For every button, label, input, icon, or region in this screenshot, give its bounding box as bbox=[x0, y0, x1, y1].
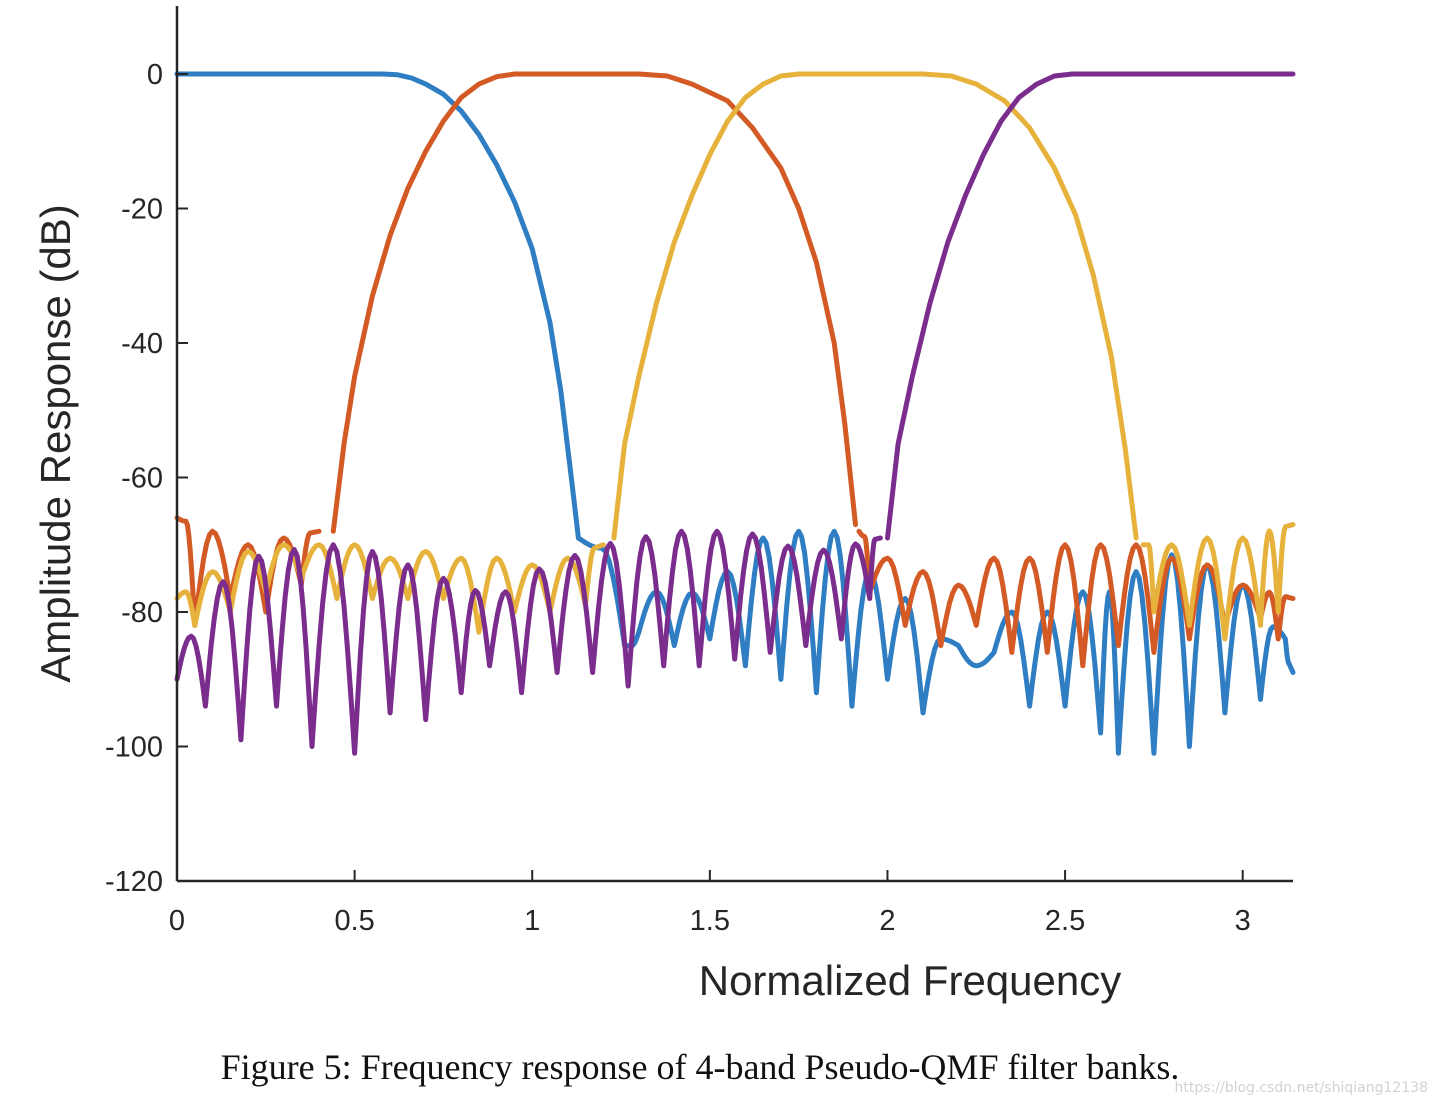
y-tick-label: -20 bbox=[121, 194, 163, 226]
y-tick-label: 0 bbox=[147, 59, 163, 91]
y-tick-label: -60 bbox=[121, 463, 163, 495]
passband-curve bbox=[611, 71, 1139, 541]
passband-curve bbox=[330, 71, 858, 534]
frequency-response-chart: 0 0.5 1 1.5 2 2.5 3 0 -20 -40 -60 -80 -100 -120 Norma… bbox=[32, 6, 1296, 1004]
y-tick-label: -120 bbox=[105, 866, 163, 898]
axes bbox=[175, 6, 1293, 883]
stopband-ripple bbox=[174, 542, 606, 635]
x-tick-label: 1 bbox=[524, 905, 540, 937]
stopband-ripple bbox=[1140, 522, 1296, 642]
x-tick-label: 0.5 bbox=[334, 905, 374, 937]
x-tick-label: 0 bbox=[169, 905, 185, 937]
x-axis-title: Normalized Frequency bbox=[699, 957, 1122, 1004]
series-lines bbox=[174, 71, 1296, 756]
y-tick-label: -40 bbox=[121, 328, 163, 360]
ticks: 0 0.5 1 1.5 2 2.5 3 0 -20 -40 -60 -80 -100 -120 bbox=[105, 59, 1251, 937]
y-tick-label: -100 bbox=[105, 732, 163, 764]
stopband-ripple bbox=[174, 515, 322, 628]
band-3-response-line bbox=[174, 71, 1296, 642]
passband-curve bbox=[885, 71, 1296, 541]
band-4-response-line bbox=[174, 71, 1296, 756]
band-1-response-line bbox=[174, 71, 1296, 756]
x-tick-label: 2.5 bbox=[1045, 905, 1085, 937]
passband-curve bbox=[174, 71, 581, 541]
stopband-ripple bbox=[174, 528, 883, 756]
band-2-response-line bbox=[174, 71, 1296, 669]
x-tick-label: 2 bbox=[879, 905, 895, 937]
stopband-ripple bbox=[575, 528, 1296, 756]
figure-caption: Figure 5: Frequency response of 4-band P… bbox=[220, 1047, 1180, 1087]
watermark: https://blog.csdn.net/shiqiang12138 bbox=[1174, 1080, 1428, 1096]
x-tick-label: 3 bbox=[1235, 905, 1251, 937]
y-axis-title: Amplitude Response (dB) bbox=[32, 204, 79, 683]
x-tick-label: 1.5 bbox=[690, 905, 730, 937]
stopband-ripple bbox=[856, 528, 1296, 669]
y-tick-label: -80 bbox=[121, 597, 163, 629]
